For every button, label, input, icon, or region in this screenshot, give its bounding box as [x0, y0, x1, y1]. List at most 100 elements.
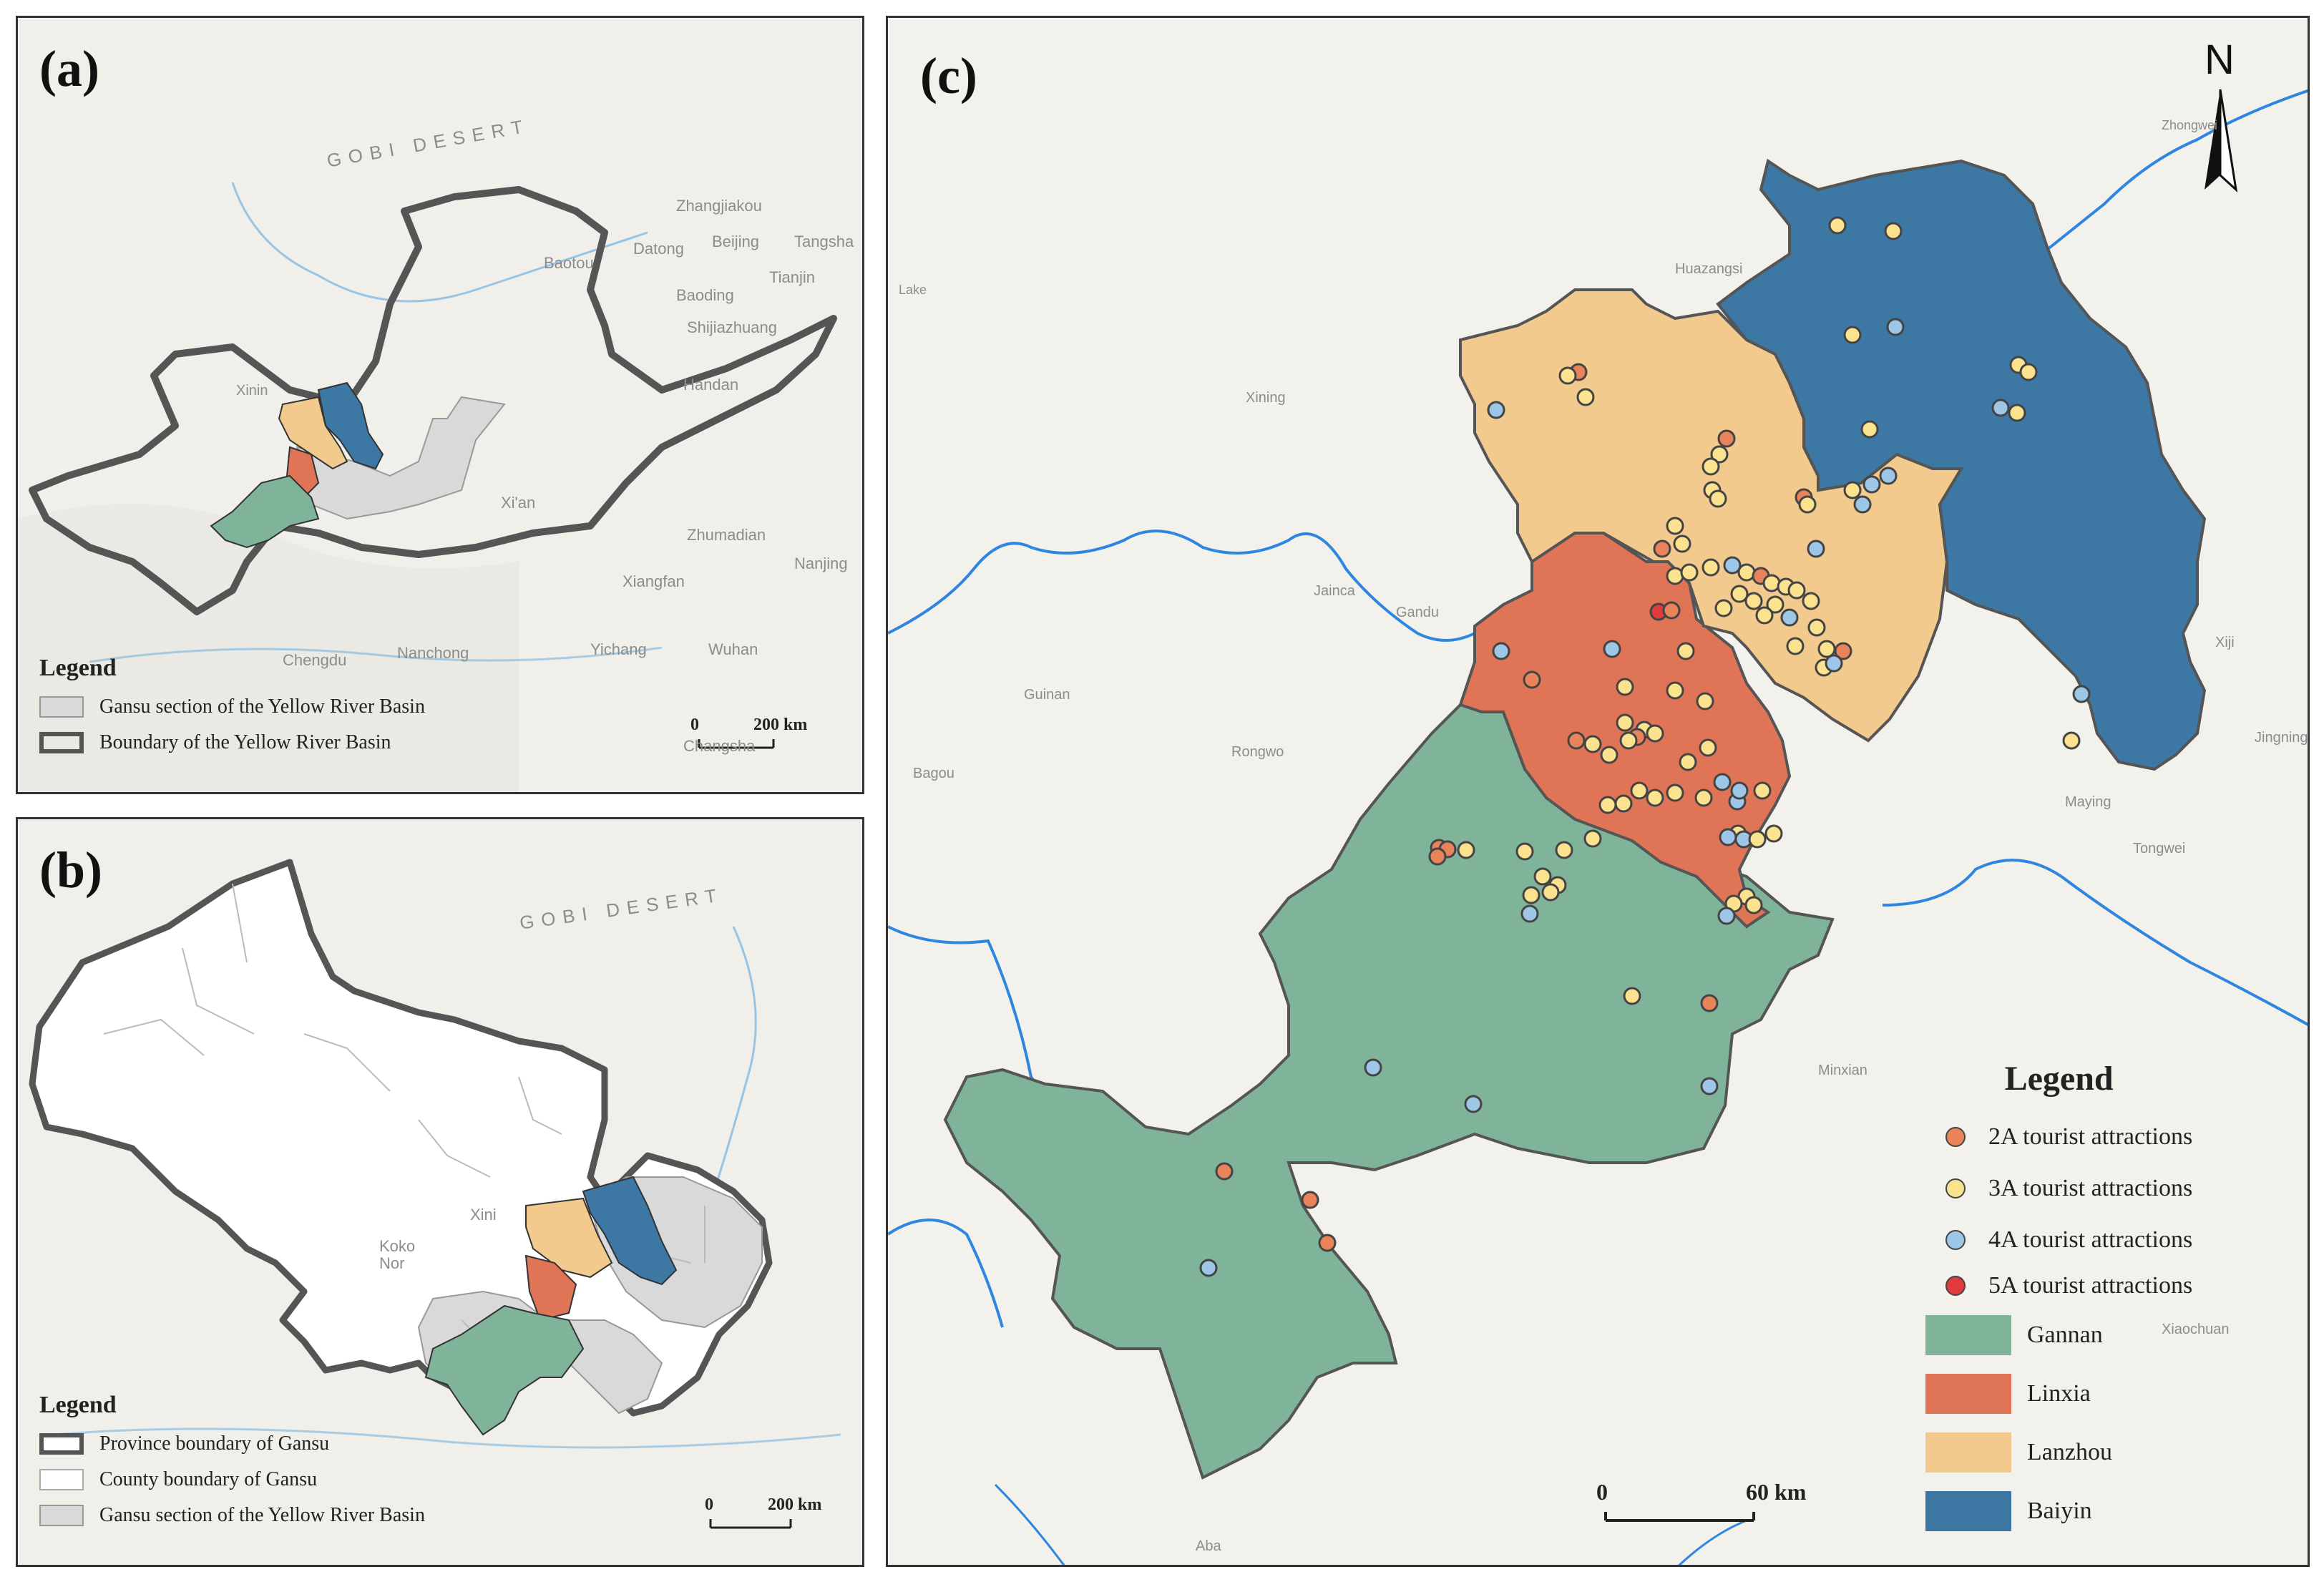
region-gannan	[943, 703, 1835, 1480]
scale-end: 60 km	[1746, 1479, 1807, 1505]
attraction-4a	[1520, 904, 1539, 923]
legend-swatch-gannan	[1925, 1315, 2011, 1355]
basemap-label: Rongwo	[1231, 744, 1284, 760]
basemap-label: Changsha	[683, 737, 756, 755]
attraction-3a	[1753, 781, 1772, 800]
legend-item: Gannan	[1925, 1306, 2192, 1364]
attraction-4a	[1364, 1058, 1382, 1077]
basemap-label: Huazangsi	[1675, 261, 1743, 277]
legend-label: 3A tourist attractions	[1988, 1175, 2193, 1201]
legend-swatch-linxia	[1925, 1374, 2011, 1414]
basemap-label: Tianjin	[769, 268, 815, 286]
basemap-label: Koko Nor	[379, 1237, 416, 1272]
basemap-label: Xiji	[2215, 635, 2235, 650]
north-label: N	[2205, 36, 2235, 83]
basemap-label: Xining	[1246, 390, 1286, 406]
legend-title: Legend	[2004, 1060, 2114, 1098]
yellow-river-basin-boundary	[29, 186, 837, 615]
attraction-3a	[1522, 886, 1541, 904]
legend-item: Gansu section of the Yellow River Basin	[39, 1498, 425, 1533]
attraction-3a	[1666, 517, 1684, 535]
legend-swatch-grey	[39, 1505, 84, 1526]
basemap-label: Xiangfan	[622, 572, 685, 590]
attraction-3a	[1744, 896, 1763, 914]
legend-item: 3A tourist attractions	[1925, 1163, 2192, 1214]
attraction-4a	[1487, 401, 1505, 419]
attraction-3a	[1843, 481, 1862, 499]
basemap-label: Nanjing	[794, 555, 848, 572]
panel-a: (a) GOBI DESERT Baotou Datong Beijing Ta…	[16, 16, 864, 794]
basemap-label: Datong	[633, 240, 684, 258]
basemap-label: Jainca	[1314, 583, 1355, 599]
basemap-label: Zhumadian	[687, 526, 766, 544]
attraction-2a	[1215, 1162, 1234, 1181]
legend-item: Gansu section of the Yellow River Basin	[39, 689, 425, 725]
region-baiyin-b	[582, 1176, 678, 1286]
attraction-4a	[1853, 495, 1872, 514]
legend-item: 5A tourist attractions	[1925, 1266, 2192, 1306]
panel-a-legend: Legend Gansu section of the Yellow River…	[39, 655, 425, 761]
attraction-3a	[1807, 618, 1826, 637]
legend-label: Gannan	[2027, 1322, 2103, 1348]
basemap-label: Zhangjiakou	[676, 197, 762, 215]
attraction-3a	[1764, 824, 1783, 843]
attraction-4a	[1464, 1095, 1483, 1113]
attraction-3a	[1730, 585, 1749, 603]
attraction-3a	[1646, 788, 1664, 807]
attraction-3a	[1598, 796, 1617, 814]
panel-b-scale: 0 200 km	[705, 1495, 821, 1515]
basemap-label: Handan	[683, 376, 739, 394]
basemap-label: Zhongwei	[2162, 118, 2218, 132]
attraction-2a	[1662, 601, 1681, 620]
legend-item: Lanzhou	[1925, 1423, 2192, 1482]
legend-item: Province boundary of Gansu	[39, 1426, 425, 1462]
panel-c-label: (c)	[920, 47, 977, 104]
attraction-3a	[1737, 563, 1756, 582]
basemap-label: Chengdu	[283, 651, 347, 669]
river	[1678, 1519, 1747, 1565]
attraction-3a	[1676, 642, 1695, 660]
attraction-2a	[1653, 539, 1671, 558]
attraction-2a	[1301, 1191, 1319, 1209]
attraction-3a	[1558, 366, 1577, 385]
attraction-4a	[1492, 642, 1510, 660]
attraction-3a	[1884, 222, 1903, 240]
legend-label: Linxia	[2027, 1380, 2091, 1407]
attraction-4a	[1886, 318, 1905, 336]
attraction-3a	[1673, 534, 1691, 553]
basemap-label: Tongwei	[2133, 841, 2186, 856]
basemap-label: Tangsha	[794, 233, 854, 250]
legend-label: Gansu section of the Yellow River Basin	[99, 1504, 425, 1526]
panel-b-legend: Legend Province boundary of Gansu County…	[39, 1392, 425, 1533]
attraction-4a	[1825, 654, 1843, 673]
basemap-label: Baotou	[544, 254, 594, 272]
legend-item: Baiyin	[1925, 1482, 2192, 1541]
attraction-2a	[1717, 429, 1736, 448]
attraction-3a	[2019, 363, 2038, 381]
attraction-3a	[1696, 692, 1714, 711]
attraction-3a	[1616, 713, 1634, 732]
attraction-3a	[1600, 746, 1618, 764]
scale-end: 200 km	[753, 716, 808, 734]
legend-swatch-county	[39, 1469, 84, 1490]
region-lanzhou-b	[525, 1197, 613, 1279]
attraction-3a	[1583, 829, 1602, 848]
legend-dot-2a	[1945, 1127, 1966, 1147]
region-baiyin-a	[317, 381, 384, 470]
legend-label: Lanzhou	[2027, 1439, 2112, 1465]
attraction-3a	[1666, 567, 1684, 585]
legend-item: Boundary of the Yellow River Basin	[39, 725, 425, 761]
region-linxia-b	[524, 1254, 577, 1322]
basemap-label: Xi'an	[501, 494, 536, 512]
attraction-3a	[1755, 606, 1774, 625]
attraction-2a	[1428, 847, 1447, 866]
legend-dot-4a	[1945, 1230, 1966, 1250]
attraction-4a	[1717, 907, 1736, 925]
attraction-3a	[1533, 867, 1552, 886]
attraction-3a	[1828, 216, 1847, 235]
region-gannan-a	[210, 474, 320, 549]
basemap-label: Bagou	[913, 766, 954, 781]
river	[994, 1483, 1065, 1565]
attraction-3a	[1630, 781, 1649, 800]
attraction-3a	[1762, 574, 1781, 592]
